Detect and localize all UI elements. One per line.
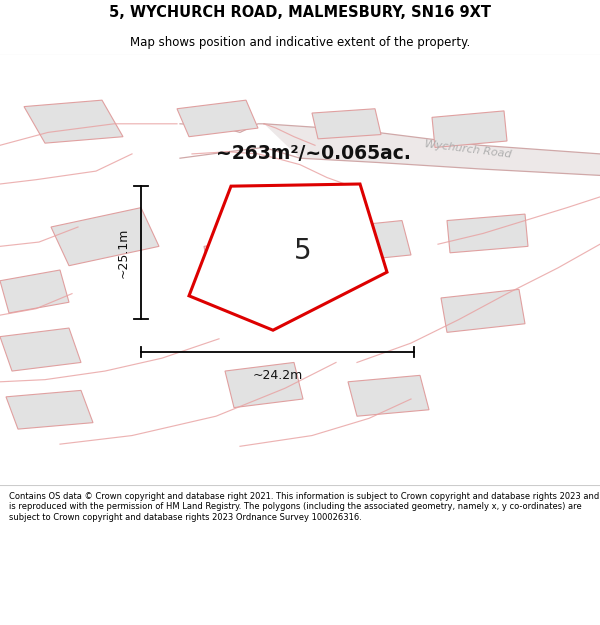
Polygon shape	[0, 270, 69, 313]
Text: Map shows position and indicative extent of the property.: Map shows position and indicative extent…	[130, 36, 470, 49]
Polygon shape	[441, 289, 525, 332]
Polygon shape	[189, 184, 387, 330]
Polygon shape	[432, 111, 507, 148]
Text: 5: 5	[294, 237, 312, 264]
Polygon shape	[0, 328, 81, 371]
Polygon shape	[264, 124, 600, 176]
Polygon shape	[204, 236, 297, 294]
Polygon shape	[447, 214, 528, 253]
Text: ~25.1m: ~25.1m	[116, 228, 130, 278]
Polygon shape	[177, 100, 258, 137]
Text: 5, WYCHURCH ROAD, MALMESBURY, SN16 9XT: 5, WYCHURCH ROAD, MALMESBURY, SN16 9XT	[109, 4, 491, 19]
Polygon shape	[339, 221, 411, 261]
Polygon shape	[51, 208, 159, 266]
Polygon shape	[225, 362, 303, 408]
Polygon shape	[24, 100, 123, 143]
Polygon shape	[312, 109, 381, 139]
Polygon shape	[6, 391, 93, 429]
Text: Contains OS data © Crown copyright and database right 2021. This information is : Contains OS data © Crown copyright and d…	[9, 492, 599, 522]
Polygon shape	[348, 376, 429, 416]
Text: Wychurch Road: Wychurch Road	[424, 139, 512, 160]
Text: ~24.2m: ~24.2m	[253, 369, 302, 382]
Text: ~263m²/~0.065ac.: ~263m²/~0.065ac.	[216, 144, 411, 163]
